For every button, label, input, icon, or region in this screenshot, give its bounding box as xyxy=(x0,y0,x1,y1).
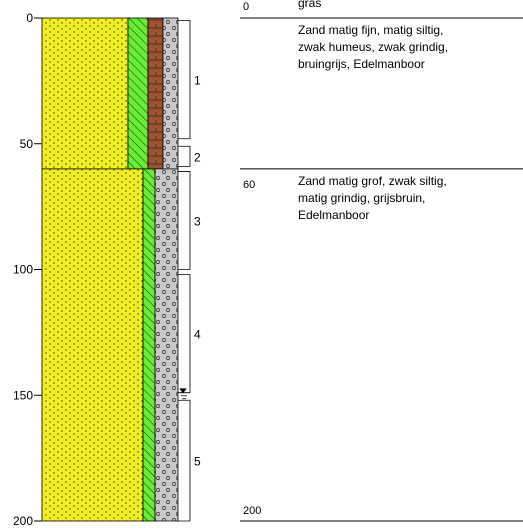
layer-segment xyxy=(42,169,143,521)
layer-description: zwak humeus, zwak grindig, xyxy=(298,40,448,54)
depth-tick-label: 100 xyxy=(13,263,33,277)
layer-segment xyxy=(42,18,128,169)
sample-label: 4 xyxy=(194,328,201,342)
groundwater-marker xyxy=(178,389,190,399)
sample-bracket xyxy=(178,275,190,393)
sample-bracket xyxy=(178,400,190,521)
layer-description: Edelmanboor xyxy=(298,208,369,222)
depth-tick-label: 0 xyxy=(26,11,33,25)
log-content: 0 Zand matig fijn, matig siltig, zwak hume… xyxy=(13,0,523,527)
layer-top-depth: 0 xyxy=(243,1,249,13)
sample-label: 5 xyxy=(194,455,201,469)
layer-segment xyxy=(155,169,178,521)
borehole-log: 0 Zand matig fijn, matig siltig, zwak hume… xyxy=(0,0,523,527)
layer-description: Zand matig fijn, matig siltig, xyxy=(298,23,443,37)
sample-bracket xyxy=(178,146,190,166)
depth-tick-label: 150 xyxy=(13,388,33,402)
layer-description: matig grindig, grijsbruin, xyxy=(298,191,425,205)
depth-tick-label: 200 xyxy=(13,514,33,527)
sample-label: 1 xyxy=(194,74,201,88)
depth-tick-label: 50 xyxy=(20,137,34,151)
sample-label: 2 xyxy=(194,150,201,164)
sample-bracket xyxy=(178,171,190,269)
sample-label: 3 xyxy=(194,214,201,228)
layer-bottom-depth: 200 xyxy=(243,505,261,517)
sample-bracket xyxy=(178,21,190,139)
layer-segment xyxy=(128,18,148,169)
layer-segment xyxy=(148,18,163,169)
layer-segment xyxy=(143,169,155,521)
layer-top-depth: 60 xyxy=(243,179,255,191)
layer-segment xyxy=(163,18,178,169)
surface-label: gras xyxy=(298,0,321,10)
layer-description: bruingrijs, Edelmanboor xyxy=(298,57,425,71)
layer-description: Zand matig grof, zwak siltig, xyxy=(298,174,447,188)
